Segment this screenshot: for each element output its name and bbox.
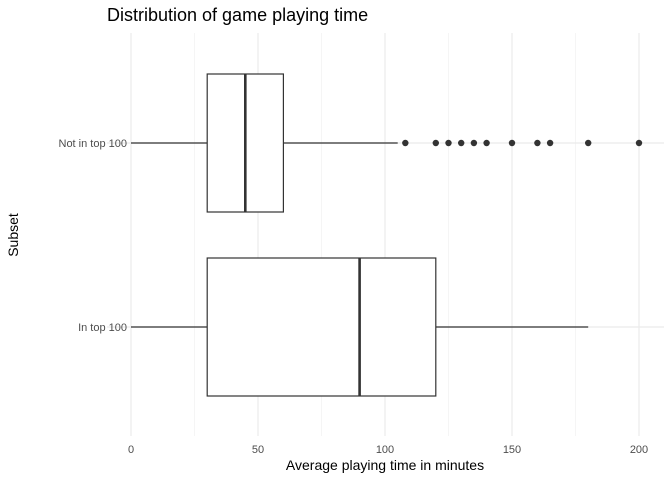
x-tick-label: 100: [376, 444, 394, 456]
outlier-point: [470, 139, 478, 147]
outlier-point: [635, 139, 643, 147]
box-group: [131, 73, 643, 213]
outlier-point: [458, 139, 465, 147]
outlier-point: [402, 139, 409, 147]
iqr-box: [206, 257, 437, 397]
chart-title: Distribution of game playing time: [107, 5, 368, 25]
x-tick-label: 0: [128, 444, 134, 456]
y-tick-label: Not in top 100: [59, 138, 128, 150]
outlier-point: [432, 139, 439, 147]
outlier-point: [445, 139, 452, 147]
x-tick-label: 200: [630, 444, 648, 456]
y-tick-label: In top 100: [78, 322, 127, 334]
x-tick-label: 150: [503, 444, 521, 456]
x-axis-title: Average playing time in minutes: [286, 457, 484, 473]
y-axis-ticks: Not in top 100 In top 100: [59, 138, 128, 334]
outlier-point: [546, 139, 554, 147]
outlier-point: [483, 139, 490, 147]
boxplot-series: [131, 73, 643, 397]
y-axis-title: Subset: [5, 213, 21, 257]
outlier-point: [585, 139, 592, 147]
outlier-point: [508, 139, 516, 147]
box-group: [131, 257, 589, 397]
outlier-point: [534, 139, 541, 147]
x-axis-ticks: 0 50 100 150 200: [128, 444, 648, 456]
x-tick-label: 50: [252, 444, 264, 456]
